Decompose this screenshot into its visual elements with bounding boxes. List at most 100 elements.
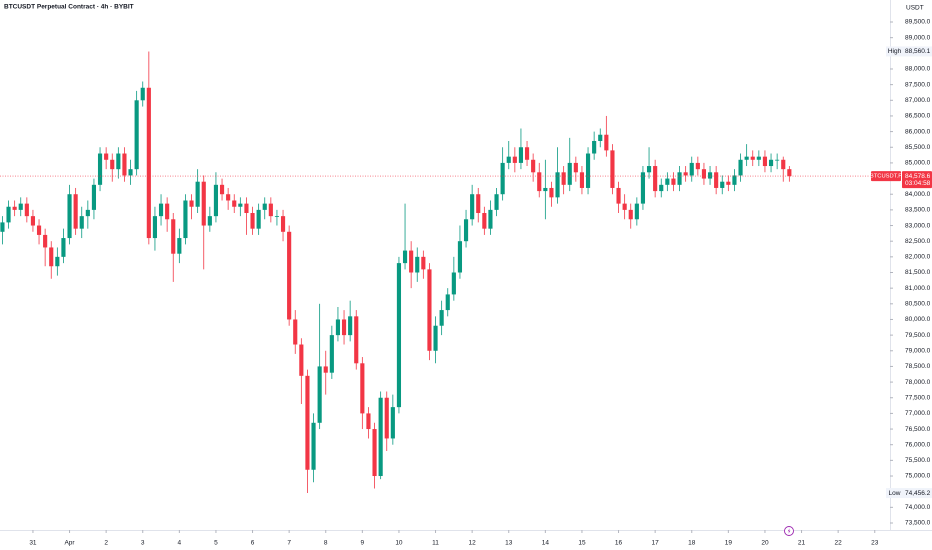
candle [293, 310, 298, 354]
candle [610, 144, 615, 195]
candle [250, 206, 255, 235]
candle [762, 150, 768, 173]
candle [732, 169, 737, 192]
candle [335, 306, 341, 342]
candle-body [146, 87, 151, 239]
x-tick-label: 16 [615, 540, 623, 547]
candle-body [476, 194, 481, 214]
candle-body [323, 366, 328, 373]
candle-body [256, 209, 261, 229]
candle [512, 147, 517, 173]
y-tick-label: 82,500.0 [905, 238, 931, 245]
candle [232, 194, 237, 214]
x-tick-label: 10 [395, 540, 403, 547]
candle [555, 147, 560, 204]
candle [165, 197, 170, 232]
candle-body [238, 203, 243, 207]
candle-body [67, 194, 72, 239]
candle [390, 394, 395, 445]
candle [183, 194, 188, 245]
candle [506, 140, 511, 170]
candle-body [6, 206, 11, 223]
candle-body [354, 316, 359, 364]
candle [61, 228, 66, 264]
candle [402, 203, 408, 270]
candle-body [628, 209, 633, 220]
candle [12, 200, 17, 217]
candle-body [122, 153, 127, 176]
candle-body [683, 172, 688, 176]
candle [201, 175, 206, 270]
y-tick-label: 78,000.0 [905, 379, 931, 386]
y-tick-label: 75,000.0 [905, 473, 931, 480]
candle [274, 209, 280, 226]
candle-body [494, 194, 499, 210]
candle-body [280, 216, 286, 232]
candle [701, 162, 707, 185]
y-tick-label: 87,000.0 [905, 97, 931, 104]
candle [567, 137, 572, 192]
candle [531, 153, 536, 182]
candle-body [396, 263, 402, 408]
candle-body [79, 216, 84, 229]
candle-body [524, 147, 530, 160]
candle [146, 51, 151, 245]
candle-body [738, 159, 743, 176]
candle [646, 147, 652, 179]
candle-body [744, 156, 749, 160]
candle [573, 156, 578, 182]
candle [226, 187, 231, 210]
candle [415, 247, 420, 282]
candle [616, 181, 621, 214]
candle [287, 225, 292, 326]
candle-body [219, 184, 225, 195]
candle-body [299, 344, 304, 376]
y-tick-label: 75,500.0 [905, 457, 931, 464]
candle-body [732, 175, 737, 185]
candle [500, 147, 505, 201]
candle [396, 256, 402, 414]
x-tick-label: 22 [835, 540, 843, 547]
candle-body [598, 134, 603, 141]
candle-body [158, 203, 164, 217]
candle-body [18, 203, 23, 210]
y-tick-label: 88,000.0 [905, 66, 931, 73]
candle-body [445, 294, 450, 311]
y-tick-label: 80,500.0 [905, 301, 931, 308]
extreme-tag [886, 488, 903, 499]
candle [707, 166, 713, 185]
candle-body [451, 272, 456, 295]
candle [683, 166, 688, 182]
y-tick-label: 83,000.0 [905, 222, 931, 229]
candle-body [701, 169, 707, 179]
candle-body [24, 203, 29, 217]
candle [476, 187, 481, 223]
candle-body [165, 203, 170, 220]
y-tick-label: 83,500.0 [905, 207, 931, 214]
candle-body [140, 87, 145, 101]
candle [91, 178, 97, 220]
candle [592, 131, 597, 160]
candle [543, 159, 548, 220]
candle [439, 300, 444, 336]
candle [744, 144, 749, 167]
candle [323, 350, 328, 395]
candle-body [12, 206, 17, 210]
candle-body [104, 153, 109, 160]
candle-body [653, 166, 658, 192]
candle [604, 115, 609, 157]
symbol-tag [871, 171, 901, 182]
x-tick-label: 12 [469, 540, 477, 547]
candle [171, 213, 176, 282]
candle-body [500, 162, 505, 195]
symbol-label: BTCUSDT.P [870, 174, 902, 180]
candle [158, 194, 164, 226]
candle-body [110, 159, 115, 170]
candle [457, 225, 463, 279]
candle-body [750, 156, 755, 160]
candle-body [585, 153, 591, 188]
candle-body [775, 159, 780, 161]
candle-body [720, 181, 725, 188]
